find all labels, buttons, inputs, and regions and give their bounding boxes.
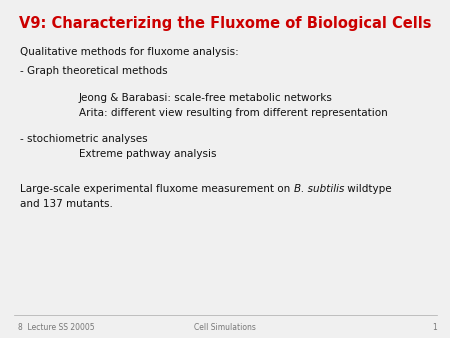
Text: V9: Characterizing the Fluxome of Biological Cells: V9: Characterizing the Fluxome of Biolog…	[19, 16, 431, 31]
Text: wildtype: wildtype	[344, 184, 392, 194]
Text: Large-scale experimental fluxome measurement on: Large-scale experimental fluxome measure…	[20, 184, 294, 194]
Text: Cell Simulations: Cell Simulations	[194, 323, 256, 332]
Text: Qualitative methods for fluxome analysis:: Qualitative methods for fluxome analysis…	[20, 47, 239, 57]
Text: Arita: different view resulting from different representation: Arita: different view resulting from dif…	[79, 107, 387, 118]
Text: - Graph theoretical methods: - Graph theoretical methods	[20, 66, 168, 76]
Text: B. subtilis: B. subtilis	[294, 184, 344, 194]
Text: Extreme pathway analysis: Extreme pathway analysis	[79, 149, 216, 159]
Text: and 137 mutants.: and 137 mutants.	[20, 199, 113, 210]
Text: 8  Lecture SS 20005: 8 Lecture SS 20005	[18, 323, 94, 332]
Text: - stochiometric analyses: - stochiometric analyses	[20, 134, 148, 144]
Text: 1: 1	[432, 323, 436, 332]
Text: Jeong & Barabasi: scale-free metabolic networks: Jeong & Barabasi: scale-free metabolic n…	[79, 93, 333, 103]
